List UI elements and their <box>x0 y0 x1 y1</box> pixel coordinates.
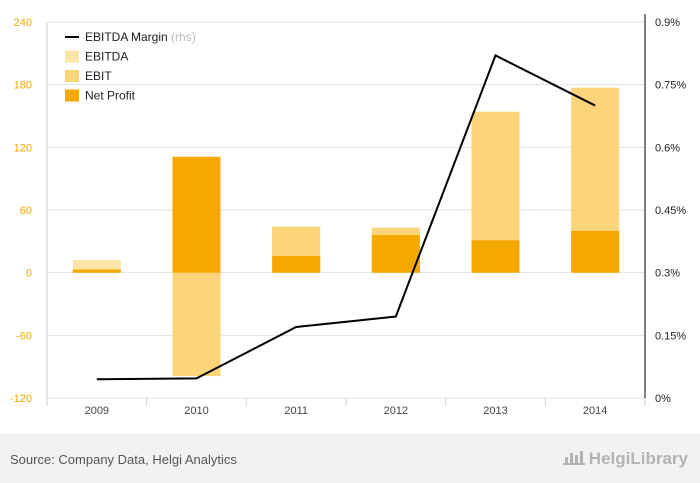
brand-logo: HelgiLibrary <box>562 449 688 469</box>
y-left-tick-label: 180 <box>14 80 32 92</box>
line-ebitda-margin <box>96 54 596 381</box>
bar-net-profit <box>72 269 121 273</box>
bar-net-profit <box>571 230 620 273</box>
legend-swatch-net-profit <box>65 89 79 102</box>
x-tick-label: 2009 <box>85 405 109 417</box>
bars <box>72 87 620 377</box>
y-right-tick-label: 0.45% <box>655 205 686 217</box>
legend: EBITDA Margin (rhs) EBITDA EBIT Net Profit <box>65 30 196 103</box>
x-tick-label: 2012 <box>384 405 408 417</box>
y-right-tick-label: 0% <box>655 393 671 405</box>
legend-rhs-note: (rhs) <box>171 30 196 44</box>
y-right-tick-label: 0.75% <box>655 80 686 92</box>
y-left-tick-label: 240 <box>14 17 32 29</box>
library-icon <box>562 449 585 465</box>
legend-label-ebitda-margin: EBITDA Margin (rhs) <box>85 30 196 44</box>
y-right-tick-label: 0.6% <box>655 142 680 154</box>
legend-label-net-profit: Net Profit <box>85 89 136 103</box>
y-right-tick-label: 0.3% <box>655 268 680 280</box>
legend-label-ebitda: EBITDA <box>85 50 128 64</box>
y-left-tick-label: 120 <box>14 142 32 154</box>
bar-net-profit <box>471 240 520 273</box>
bar-ebit <box>172 272 221 377</box>
bar-net-profit <box>272 255 321 273</box>
legend-swatch-ebit <box>65 70 79 82</box>
legend-label-ebit: EBIT <box>85 69 112 83</box>
y-left-tick-label: 0 <box>26 268 32 280</box>
x-tick-label: 2010 <box>184 405 208 417</box>
x-tick-label: 2014 <box>583 405 607 417</box>
brand-name: HelgiLibrary <box>588 449 688 468</box>
footer: Source: Company Data, Helgi Analytics He… <box>0 434 700 483</box>
x-tick-label: 2011 <box>284 405 308 417</box>
bar-net-profit <box>172 156 221 273</box>
legend-series-name: EBITDA Margin <box>85 30 171 44</box>
gridlines <box>47 21 645 399</box>
source-text: Source: Company Data, Helgi Analytics <box>10 452 237 467</box>
legend-swatch-ebitda <box>65 50 79 63</box>
y-right-tick-label: 0.9% <box>655 17 680 29</box>
y-left-tick-label: 60 <box>20 205 32 217</box>
y-left-tick-label: -60 <box>16 330 32 342</box>
chart: 240 180 120 60 0 -60 -120 0.9% 0.75% 0.6% 0.45% 0.3… <box>10 14 686 417</box>
y-right-tick-label: 0.15% <box>655 330 686 342</box>
margin-line <box>96 54 596 381</box>
y-left-tick-label: -120 <box>10 393 32 405</box>
axes: 240 180 120 60 0 -60 -120 0.9% 0.75% 0.6% 0.45% 0.3… <box>10 14 686 417</box>
x-tick-label: 2013 <box>483 405 507 417</box>
bar-net-profit <box>371 235 420 273</box>
